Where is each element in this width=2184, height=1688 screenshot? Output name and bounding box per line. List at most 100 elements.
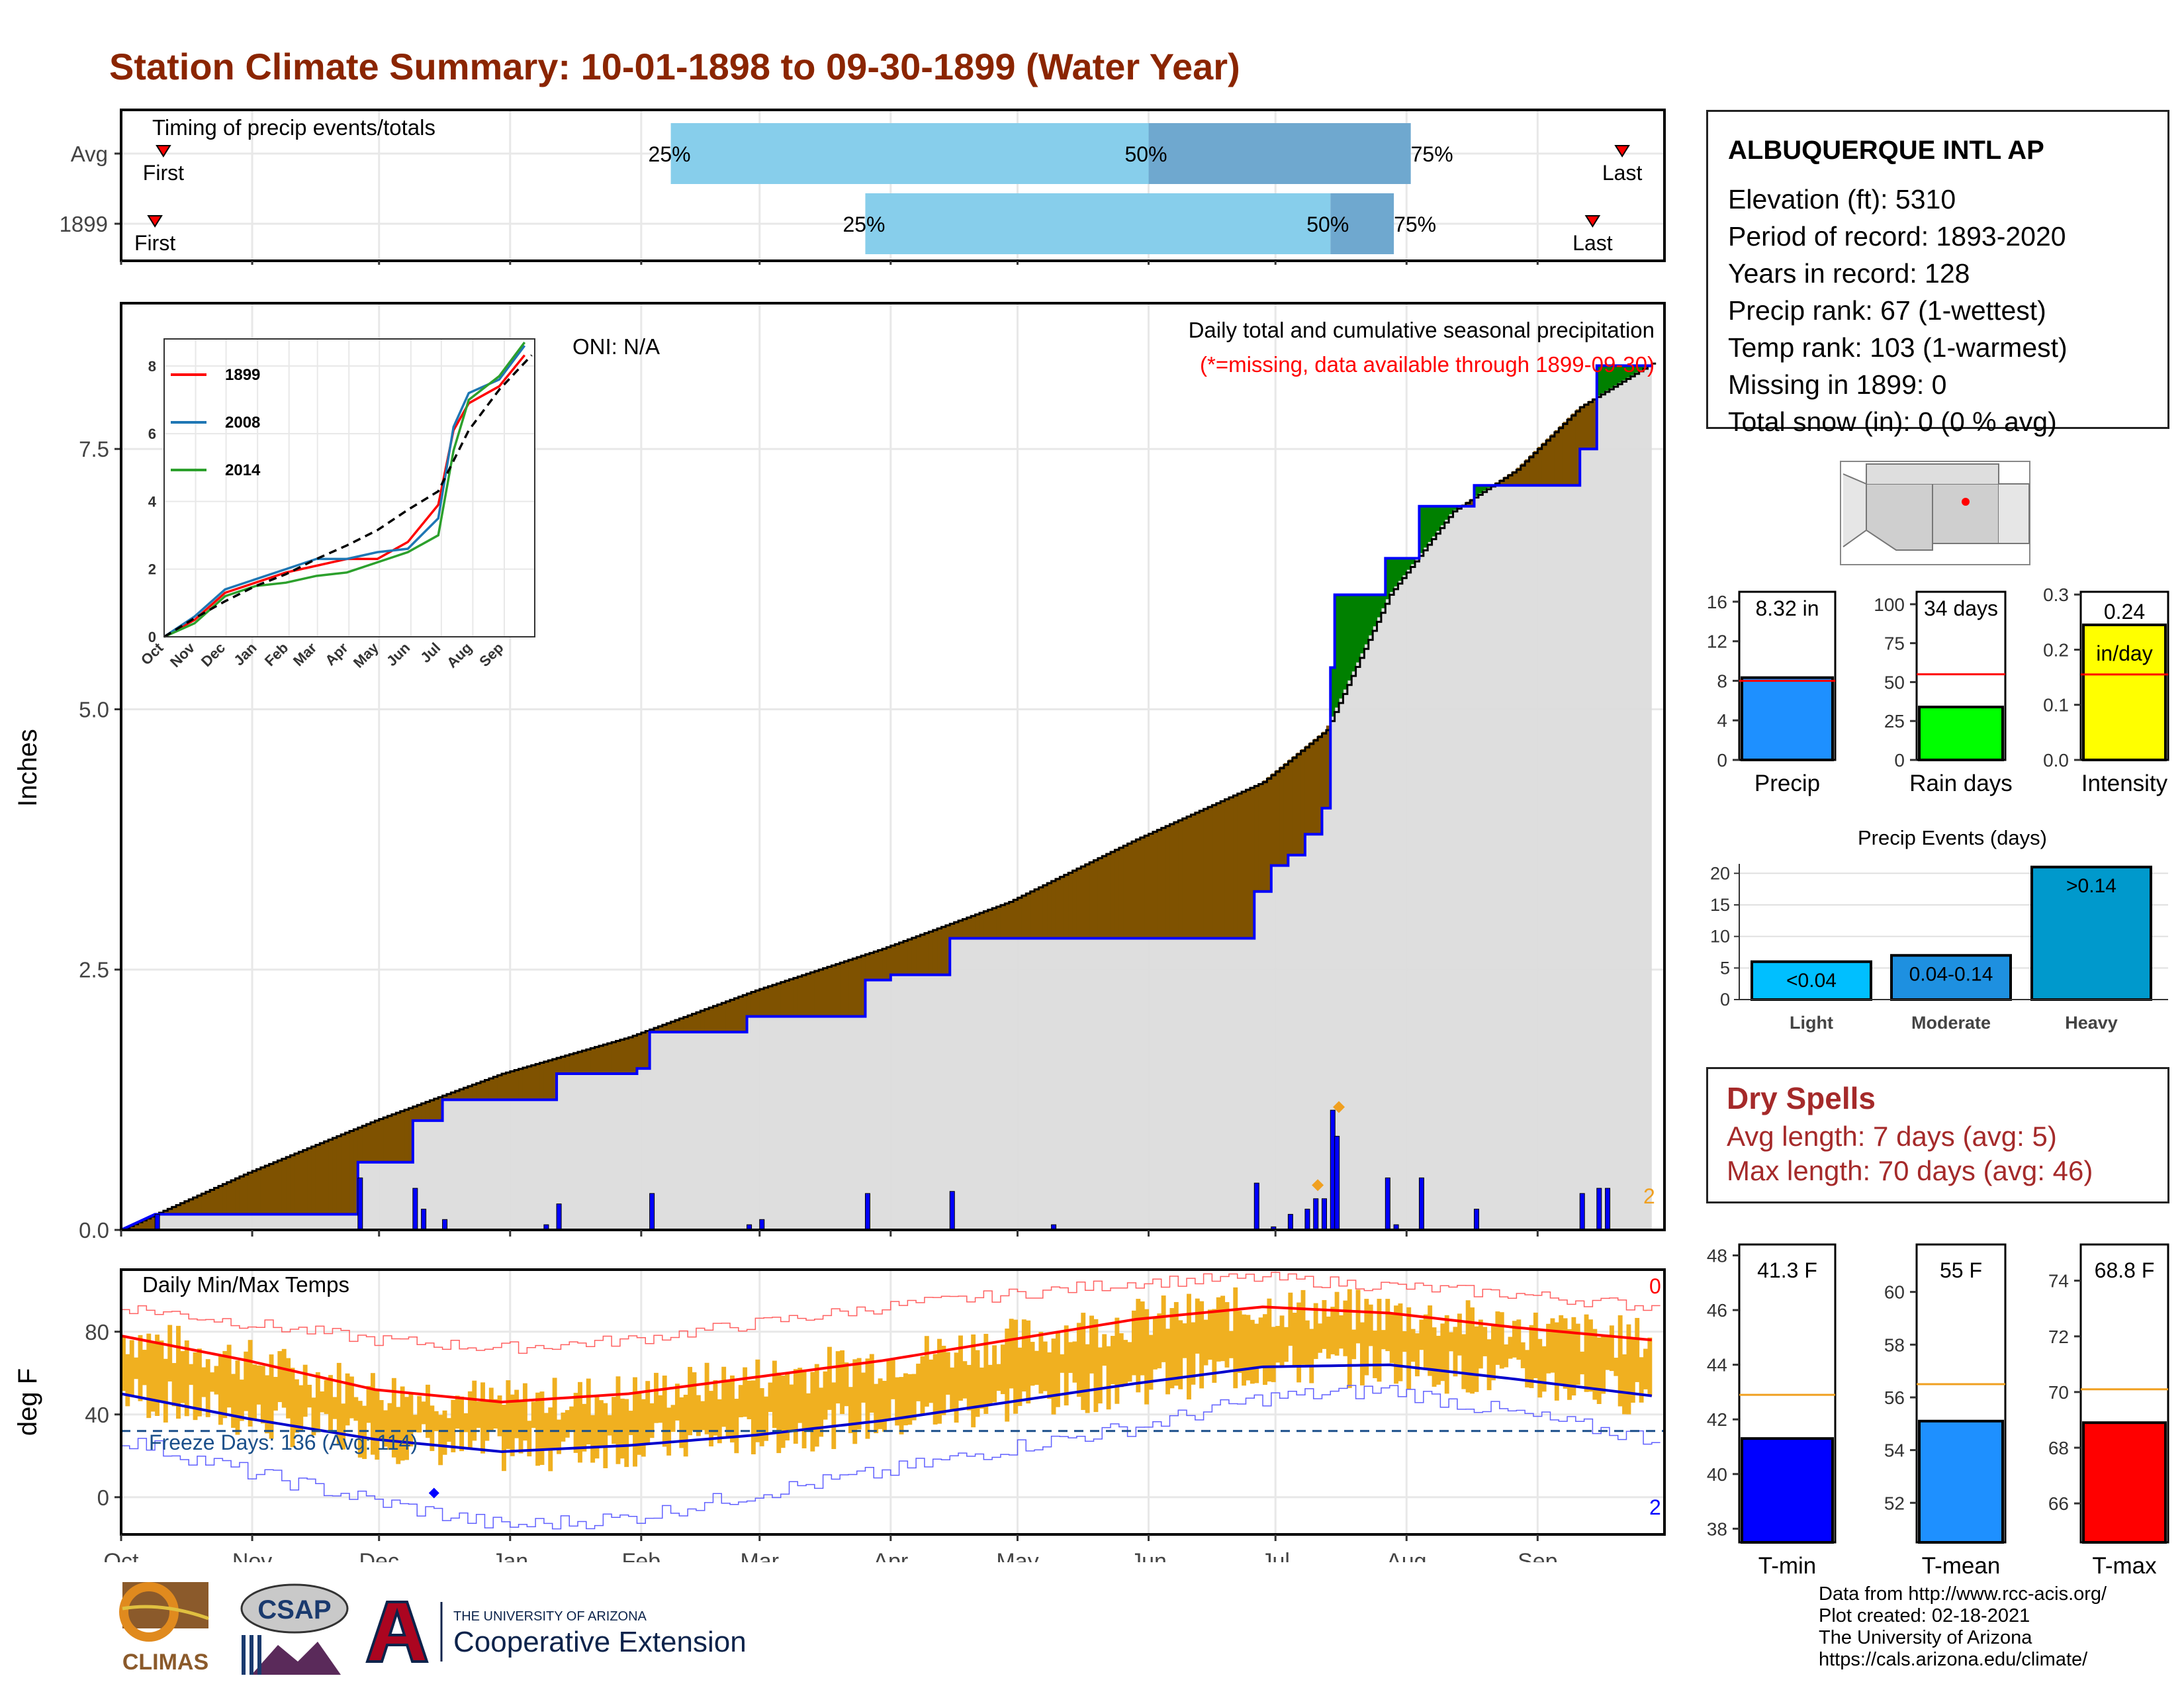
temp-frame: [120, 1268, 1666, 1536]
temp-daily-range: [281, 1348, 287, 1408]
temp-daily-range: [1237, 1311, 1242, 1373]
temp-daily-range: [273, 1377, 278, 1411]
timing-row-label: Avg: [71, 142, 108, 166]
precip-diff-fill: [163, 1209, 168, 1215]
precip-diff-fill: [776, 982, 782, 1017]
precip-diff-fill: [789, 978, 794, 1017]
timing-frame: [120, 109, 1666, 262]
precip-diff-fill: [1064, 874, 1069, 939]
temp-daily-range: [1499, 1312, 1504, 1369]
temp-daily-range: [1115, 1317, 1120, 1404]
temp-daily-range: [1173, 1301, 1179, 1386]
precip-diff-fill: [1123, 844, 1128, 939]
precip-diff-fill: [768, 985, 773, 1017]
temp-daily-range: [958, 1335, 963, 1401]
timing-last-label: Last: [1572, 231, 1613, 255]
precip-diff-fill: [886, 946, 891, 980]
temp-daily-range: [721, 1366, 727, 1427]
precip-diff-fill: [1060, 876, 1065, 939]
precip-diff-fill: [442, 1094, 447, 1100]
csap-logo-text: CSAP: [257, 1595, 331, 1624]
temp-daily-range: [396, 1407, 401, 1464]
temp-daily-range: [844, 1362, 849, 1407]
precip-diff-fill: [1614, 365, 1619, 386]
precip-diff-fill: [1584, 403, 1589, 449]
locator-map: [1840, 461, 2030, 565]
precip-diff-fill: [171, 1205, 177, 1215]
precip-diff-fill: [869, 952, 874, 980]
temp-daily-range: [594, 1396, 600, 1459]
temp-daily-range: [1118, 1333, 1124, 1387]
temp-daily-range: [1216, 1297, 1221, 1362]
temp-daily-range: [1021, 1319, 1026, 1392]
temp-daily-range: [624, 1399, 629, 1468]
temp-daily-range: [856, 1358, 862, 1430]
timing-p25-label: 25%: [842, 212, 885, 236]
t-mean-y-tick-label: 58: [1884, 1335, 1905, 1355]
temp-daily-range: [222, 1350, 228, 1419]
temp-daily-range: [780, 1376, 786, 1448]
t-min-title: T-min: [1758, 1553, 1817, 1579]
station-snow: Total snow (in): 0 (0 % avg): [1728, 406, 2057, 437]
precip-diff-fill: [1567, 418, 1572, 486]
precip-diff-fill: [455, 1090, 460, 1100]
precip-diff-fill: [1559, 426, 1564, 486]
temp-daily-range: [142, 1350, 147, 1385]
temp-daily-range: [1009, 1319, 1014, 1389]
temp-daily-range: [882, 1380, 887, 1432]
precip-diff-fill: [1330, 667, 1336, 717]
precip-diff-fill: [1191, 814, 1196, 939]
temp-record-min-line: [121, 1385, 1661, 1530]
temp-daily-range: [121, 1336, 126, 1391]
temp-daily-range: [709, 1391, 713, 1447]
precip-diff-fill: [840, 962, 845, 1017]
temp-daily-range: [239, 1380, 244, 1421]
precip-diff-fill: [1364, 594, 1369, 645]
precip-diff-fill: [992, 907, 997, 939]
precip-diff-fill: [1093, 859, 1099, 939]
precip-diff-fill: [1169, 823, 1175, 939]
precip-diff-fill: [349, 1130, 354, 1215]
precip-diff-fill: [408, 1107, 414, 1162]
precip-diff-fill: [1118, 847, 1124, 939]
temp-daily-range: [578, 1382, 582, 1463]
temp-daily-range: [463, 1413, 469, 1432]
timing-title: Timing of precip events/totals: [152, 115, 435, 140]
precip-diff-fill: [244, 1173, 249, 1215]
precip-diff-fill: [446, 1093, 451, 1100]
precip-diff-fill: [717, 1004, 722, 1033]
precip-diff-fill: [298, 1150, 304, 1215]
precip-diff-fill: [493, 1076, 498, 1100]
temp-daily-range: [950, 1367, 955, 1411]
rain-days-bar: [1918, 706, 2004, 761]
precip-diff-fill: [654, 1027, 659, 1033]
precip-diff-fill: [302, 1149, 308, 1215]
temp-daily-range: [1339, 1315, 1343, 1349]
temp-daily-range: [286, 1358, 291, 1419]
precip-diff-fill: [1297, 753, 1302, 855]
precip-diff-fill: [979, 912, 984, 939]
temp-daily-range: [514, 1389, 520, 1438]
precip-diff-fill: [1474, 485, 1479, 496]
page-title: Station Climate Summary: 10-01-1898 to 0…: [109, 46, 1240, 87]
t-min-y-tick-label: 44: [1707, 1355, 1727, 1376]
precip-diff-fill: [1026, 892, 1031, 939]
temp-daily-range: [163, 1358, 168, 1423]
precip-diff-fill: [743, 994, 748, 1033]
precip-diff-fill: [1533, 451, 1538, 486]
temp-daily-range: [1495, 1311, 1500, 1365]
temp-daily-range: [1334, 1291, 1340, 1356]
temp-daily-range: [852, 1359, 858, 1444]
inset-legend-label: 2014: [225, 461, 261, 479]
precip-diff-fill: [1136, 838, 1141, 939]
temp-daily-range: [476, 1401, 481, 1429]
precip-diff-fill: [467, 1085, 473, 1100]
temp-daily-range: [1478, 1319, 1483, 1369]
precip-diff-fill: [1263, 780, 1268, 892]
temp-daily-range: [1647, 1337, 1653, 1396]
temp-daily-range: [387, 1403, 392, 1450]
temp-daily-range: [1529, 1325, 1534, 1388]
temp-daily-range: [801, 1371, 807, 1448]
inset-y-tick-label: 8: [148, 358, 156, 375]
temp-daily-range: [167, 1325, 173, 1382]
